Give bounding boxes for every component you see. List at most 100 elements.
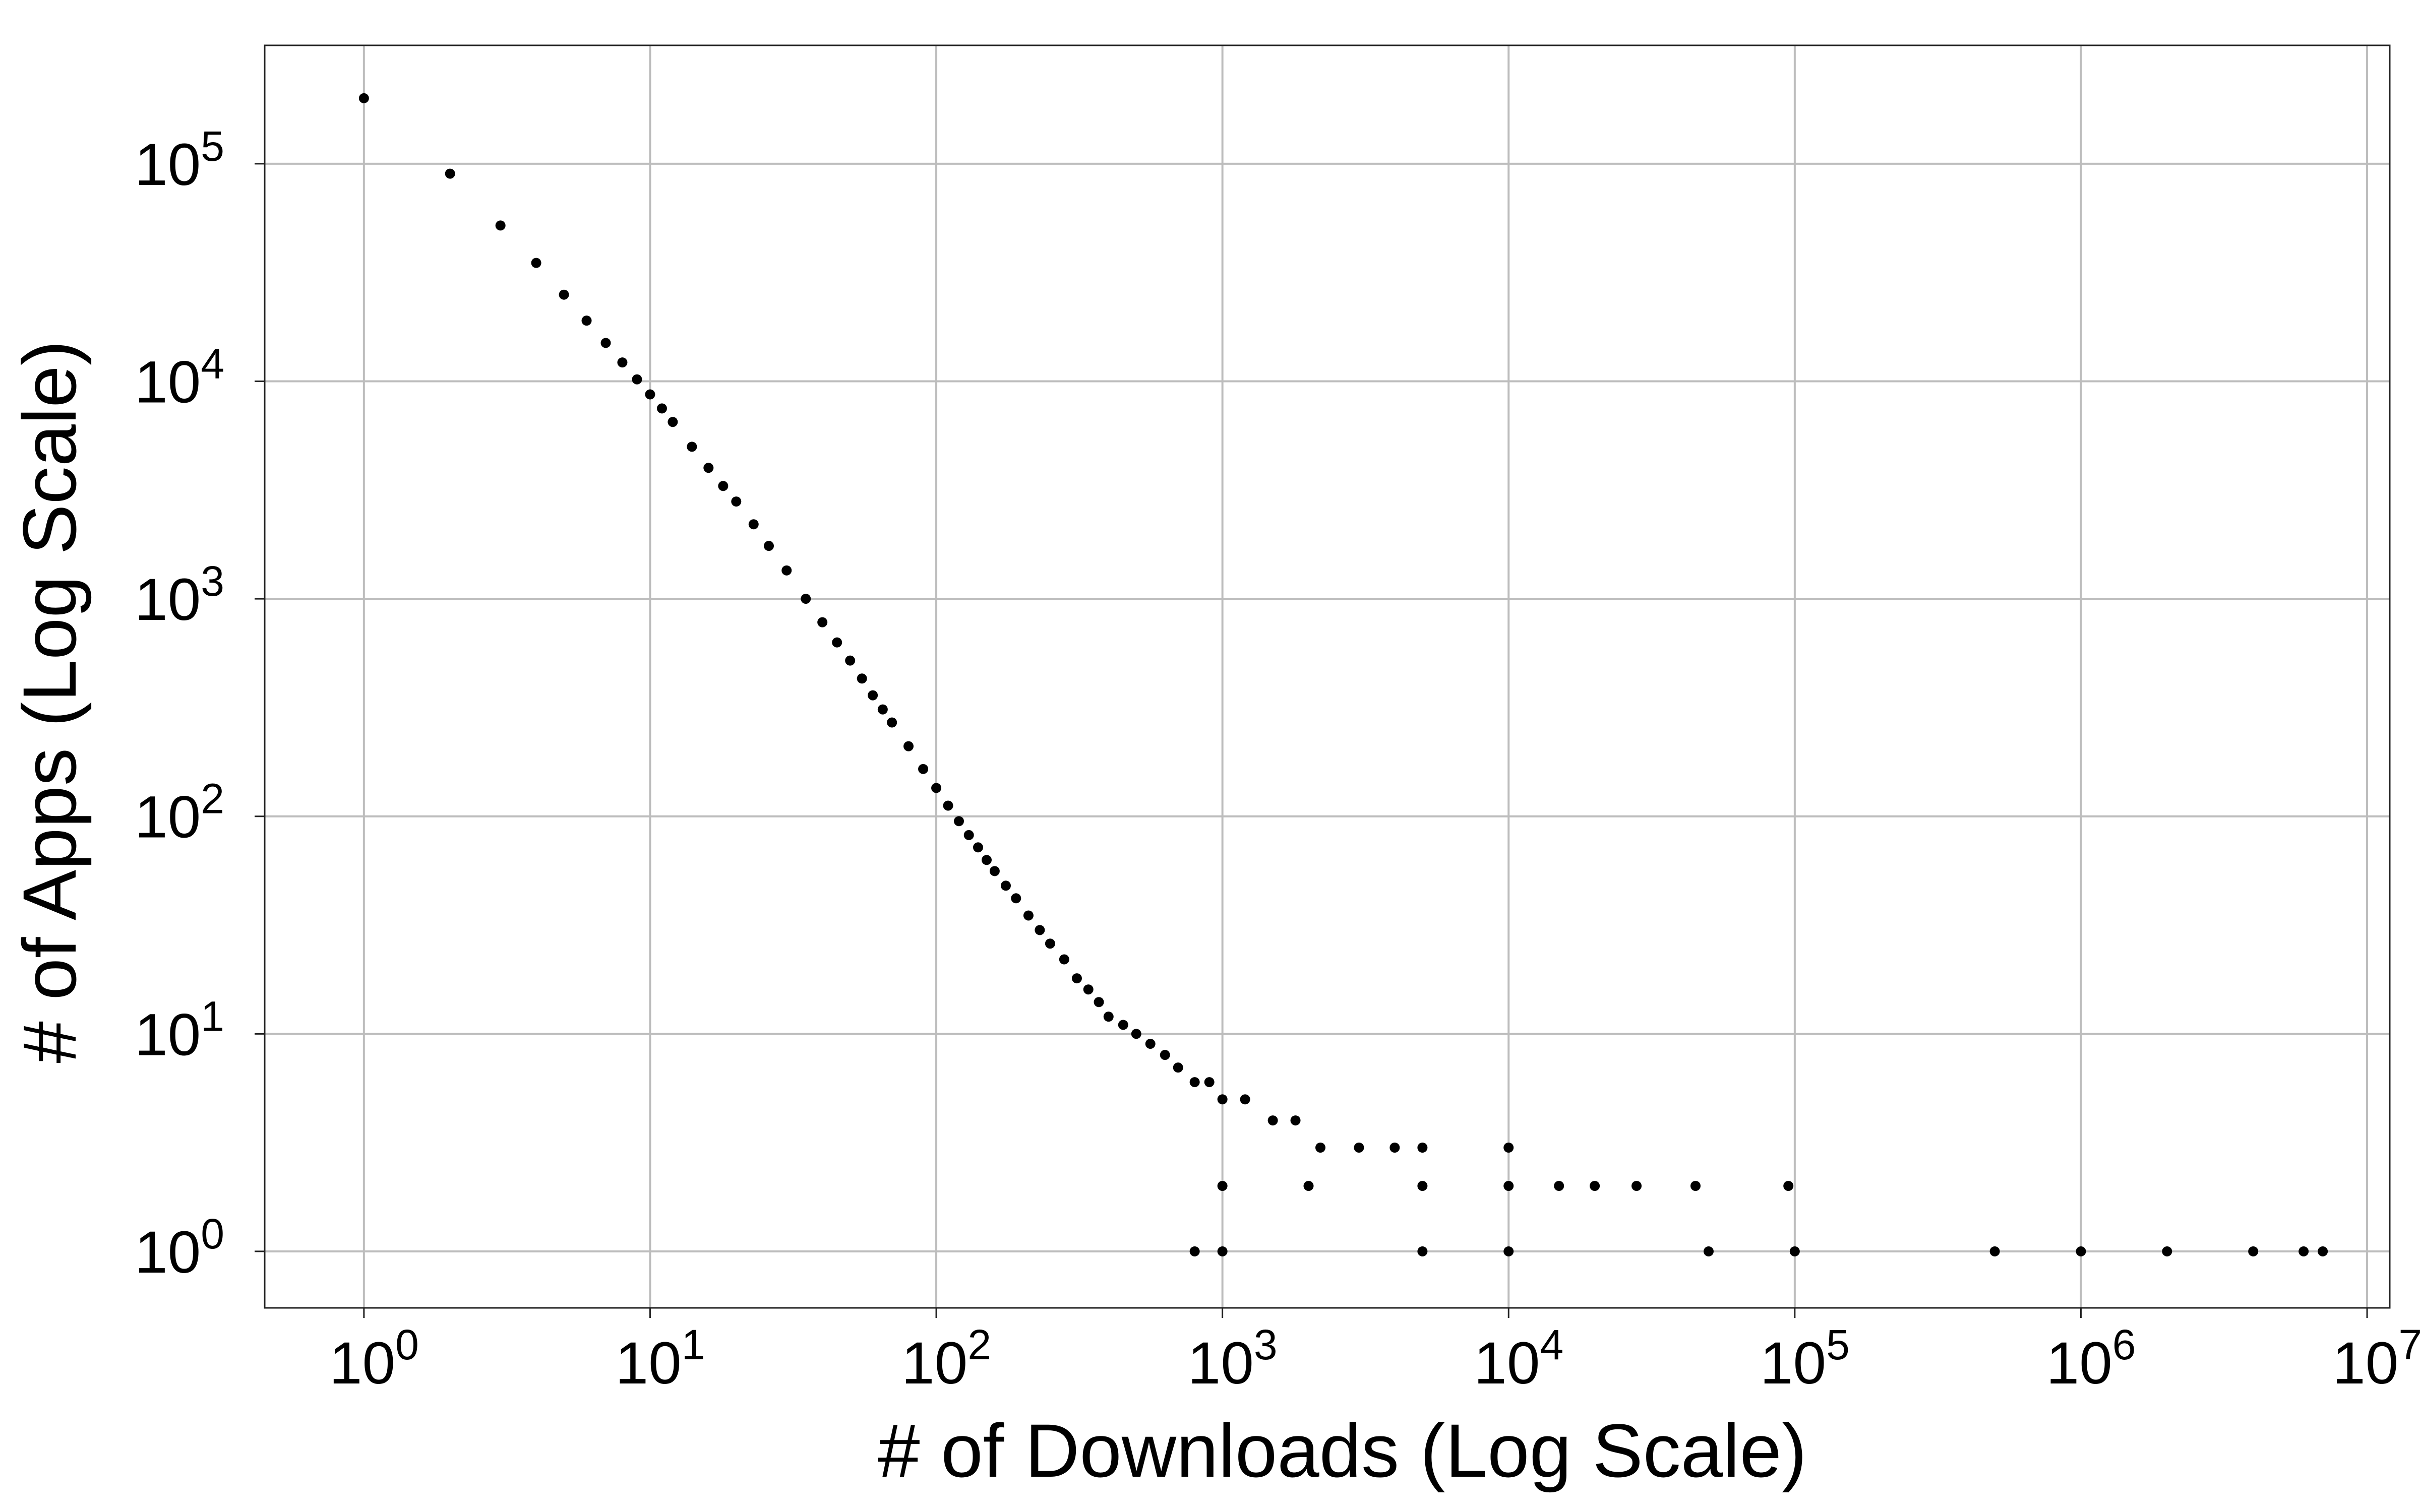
y-tick-label: 102 [135, 775, 224, 851]
data-point [1000, 880, 1011, 891]
y-axis-ticks: 100 101 102 103 104 105 [135, 122, 265, 1286]
data-point [1989, 1246, 2000, 1256]
data-point [2298, 1246, 2309, 1256]
data-point [656, 403, 667, 414]
data-point [1783, 1181, 1794, 1191]
x-tick-label: 101 [615, 1321, 705, 1397]
data-point [973, 842, 983, 853]
data-point [817, 617, 828, 627]
data-point [1503, 1181, 1514, 1191]
data-point [1690, 1181, 1701, 1191]
data-point [801, 594, 811, 604]
y-tick-label: 101 [135, 992, 224, 1068]
y-tick-label: 100 [135, 1210, 224, 1286]
data-point [617, 357, 628, 368]
data-point [559, 289, 569, 300]
data-point [1083, 984, 1094, 995]
data-point [1631, 1181, 1642, 1191]
data-point [1315, 1142, 1326, 1153]
data-point [857, 673, 867, 684]
x-tick-label: 104 [1474, 1321, 1563, 1397]
data-point [1160, 1050, 1170, 1060]
data-point [1389, 1142, 1400, 1153]
data-point [668, 417, 678, 427]
data-point [1045, 938, 1055, 949]
data-point [1071, 973, 1082, 984]
data-point [963, 830, 974, 840]
data-point [845, 655, 856, 666]
data-point [981, 855, 992, 865]
data-point [1789, 1246, 1800, 1256]
data-point [763, 541, 774, 551]
data-point [1217, 1246, 1228, 1256]
data-point [2162, 1246, 2172, 1256]
data-point [1240, 1094, 1250, 1105]
data-point [358, 93, 369, 103]
data-point [748, 519, 759, 530]
data-point [645, 389, 655, 400]
grid-lines [265, 45, 2390, 1308]
data-point [1035, 925, 1045, 935]
data-point [2076, 1246, 2086, 1256]
y-axis-title: # of Apps (Log Scale) [7, 340, 92, 1063]
data-point [887, 717, 897, 728]
x-tick-label: 107 [2332, 1321, 2420, 1397]
data-point [1417, 1142, 1428, 1153]
data-point [1118, 1020, 1128, 1030]
data-point [931, 783, 942, 793]
data-point [1173, 1062, 1183, 1073]
data-point [1189, 1077, 1200, 1088]
data-point [1023, 910, 1034, 921]
plot-frame [264, 44, 2391, 1309]
data-point [703, 463, 714, 473]
data-points [358, 93, 2328, 1256]
y-tick-label: 105 [135, 122, 224, 198]
data-point [687, 442, 697, 452]
data-point [918, 764, 929, 774]
data-point [1554, 1181, 1564, 1191]
data-point [953, 816, 964, 827]
y-tick-label: 104 [135, 340, 224, 415]
y-tick-label: 103 [135, 557, 224, 633]
data-point [1131, 1029, 1141, 1039]
x-tick-label: 106 [2046, 1321, 2136, 1397]
data-point [2248, 1246, 2259, 1256]
data-point [1011, 893, 1021, 904]
data-point [1267, 1115, 1278, 1126]
data-point [445, 168, 455, 179]
x-tick-label: 105 [1760, 1321, 1850, 1397]
data-point [832, 637, 842, 648]
x-axis-title: # of Downloads (Log Scale) [878, 1408, 1807, 1493]
data-point [1204, 1077, 1215, 1088]
x-axis-ticks: 100 101 102 103 104 105 106 107 [329, 1308, 2420, 1397]
data-point [989, 866, 1000, 876]
data-point [1103, 1012, 1114, 1022]
data-point [1303, 1181, 1314, 1191]
data-point [781, 565, 792, 576]
data-point [1354, 1142, 1364, 1153]
data-point [632, 374, 642, 385]
data-point [1590, 1181, 1600, 1191]
x-tick-label: 102 [901, 1321, 991, 1397]
data-point [1145, 1039, 1156, 1049]
data-point [903, 741, 914, 751]
data-point [718, 481, 729, 491]
data-point [1217, 1094, 1228, 1105]
data-point [1417, 1246, 1428, 1256]
data-point [877, 704, 888, 715]
data-point [1217, 1181, 1228, 1191]
data-point [1094, 997, 1104, 1007]
data-point [1503, 1142, 1514, 1153]
x-tick-label: 103 [1188, 1321, 1278, 1397]
data-point [731, 496, 742, 507]
data-point [1503, 1246, 1514, 1256]
data-point [1290, 1115, 1301, 1126]
data-point [581, 316, 592, 326]
data-point [1189, 1246, 1200, 1256]
data-point [1417, 1181, 1428, 1191]
data-point [1059, 954, 1069, 965]
data-point [2318, 1246, 2328, 1256]
data-point [600, 338, 611, 348]
data-point [531, 258, 541, 268]
